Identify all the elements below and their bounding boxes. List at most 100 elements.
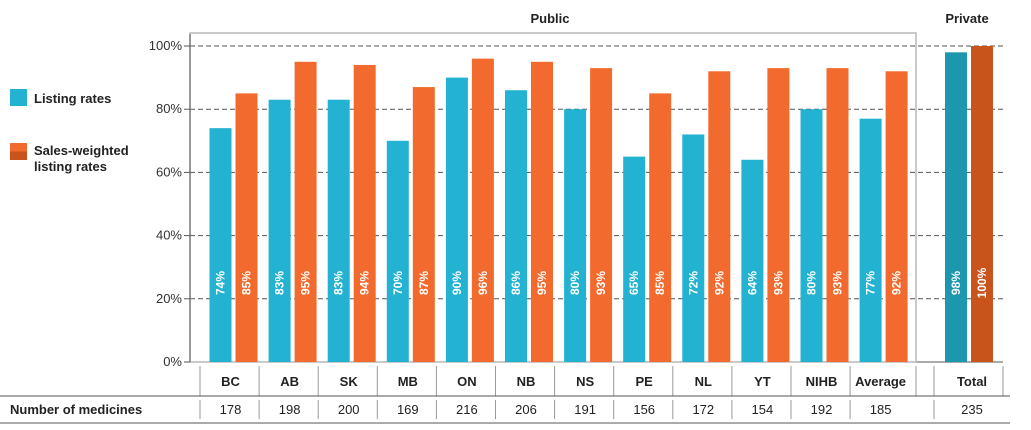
legend-swatch-sales-public (10, 143, 27, 152)
y-tick-label: 0% (163, 354, 182, 369)
medicine-count: 172 (692, 402, 714, 417)
category-label: NB (517, 374, 536, 389)
y-tick-label: 40% (156, 228, 182, 243)
category-label: Total (957, 374, 987, 389)
category-label: Average (855, 374, 906, 389)
value-label-sales: 92% (712, 271, 726, 295)
medicine-count: 169 (397, 402, 419, 417)
medicine-count: 154 (752, 402, 774, 417)
value-label-sales: 95% (535, 271, 549, 295)
bar-sales-Total (971, 46, 993, 362)
bar-listing-NB (505, 90, 527, 363)
bar-sales-AB (294, 61, 317, 363)
bar-sales-PE (649, 93, 672, 363)
y-tick-label: 60% (156, 164, 182, 179)
value-label-sales: 93% (771, 271, 785, 295)
value-label-sales: 85% (240, 271, 254, 295)
value-label-sales: 92% (890, 271, 904, 295)
value-label-listing: 90% (450, 271, 464, 295)
value-label-sales: 96% (476, 271, 490, 295)
value-label-sales: 93% (594, 271, 608, 295)
value-label-sales: 87% (417, 271, 431, 295)
bar-sales-BC (235, 93, 258, 363)
category-label: MB (398, 374, 418, 389)
bar-listing-NL (682, 134, 705, 362)
legend: Listing rates Sales-weighted listing rates (10, 89, 129, 174)
value-label-sales: 94% (358, 271, 372, 295)
bar-sales-NIHB (826, 68, 849, 363)
value-label-listing: 83% (273, 271, 287, 295)
medicine-count: 192 (811, 402, 833, 417)
legend-label-sales-line: Sales-weighted (34, 143, 129, 158)
value-label-listing: 98% (949, 271, 963, 295)
medicine-count: 178 (220, 402, 242, 417)
bar-sales-MB (412, 87, 435, 362)
value-label-sales: 85% (653, 271, 667, 295)
bars (209, 46, 993, 363)
category-label: YT (754, 374, 771, 389)
legend-swatch-sales-private (10, 151, 27, 160)
medicine-count: 198 (279, 402, 301, 417)
bar-listing-NIHB (800, 109, 823, 362)
y-axis: 0% 20% 40% 60% 80% 100% (149, 34, 191, 369)
medicine-count: 206 (515, 402, 537, 417)
bar-sales-NL (708, 71, 731, 362)
medicine-count: 235 (961, 402, 983, 417)
group-headers: Public Private (530, 11, 988, 26)
category-label: PE (636, 374, 654, 389)
y-tick-label: 100% (149, 38, 183, 53)
value-label-sales: 100% (975, 267, 989, 298)
category-label: NS (576, 374, 594, 389)
bar-sales-NB (531, 61, 553, 363)
category-label: ON (457, 374, 477, 389)
group-header-public: Public (530, 11, 569, 26)
value-label-listing: 72% (686, 271, 700, 295)
bar-listing-NS (564, 109, 587, 362)
value-label-listing: 83% (332, 271, 346, 295)
x-axis-categories: BC AB SK MB ON NB NS PE NL YT NIHB Average Total (199, 366, 1004, 396)
bar-sales-ON (471, 58, 494, 362)
category-label: AB (280, 374, 299, 389)
medicine-count: 185 (870, 402, 892, 417)
value-label-listing: 86% (509, 271, 523, 295)
y-tick-label: 80% (156, 101, 182, 116)
value-label-listing: 65% (627, 271, 641, 295)
bar-value-labels: 74% 85% 83% 95% 83% 94% 70% 87% 90% 96% 86% 95% 80% 9… (214, 267, 990, 298)
value-label-listing: 80% (805, 271, 819, 295)
medicine-count: 200 (338, 402, 360, 417)
bar-listing-ON (445, 77, 468, 362)
category-label: NL (695, 374, 712, 389)
bar-sales-SK (353, 64, 376, 363)
bar-listing-Total (945, 52, 967, 362)
legend-swatch-listing (10, 89, 27, 106)
medicine-count: 191 (574, 402, 596, 417)
value-label-sales: 93% (831, 271, 845, 295)
bar-listing-MB (386, 140, 409, 362)
count-row-label: Number of medicines (10, 402, 142, 417)
medicine-count: 216 (456, 402, 478, 417)
value-label-listing: 77% (864, 271, 878, 295)
medicine-count: 156 (633, 402, 655, 417)
category-label: SK (340, 374, 359, 389)
group-header-private: Private (945, 11, 988, 26)
bar-listing-SK (327, 99, 350, 362)
value-label-sales: 95% (299, 271, 313, 295)
category-label: NIHB (806, 374, 838, 389)
bar-listing-Average (859, 118, 882, 363)
bar-listing-AB (268, 99, 291, 362)
category-label: BC (221, 374, 240, 389)
legend-label-sales: Sales-weighted listing rates (34, 143, 129, 174)
value-label-listing: 70% (391, 271, 405, 295)
bar-listing-YT (741, 159, 764, 362)
bar-sales-YT (767, 68, 790, 363)
value-label-listing: 80% (568, 271, 582, 295)
value-label-listing: 74% (214, 271, 228, 295)
y-tick-label: 20% (156, 291, 182, 306)
legend-label-listing: Listing rates (34, 91, 111, 106)
number-of-medicines-row: Number of medicines 178 198 200 169 216 206 191… (0, 395, 1010, 424)
value-label-listing: 64% (745, 271, 759, 295)
bar-listing-BC (209, 128, 232, 362)
bar-sales-NS (590, 68, 613, 363)
legend-label-sales-line: listing rates (34, 159, 107, 174)
